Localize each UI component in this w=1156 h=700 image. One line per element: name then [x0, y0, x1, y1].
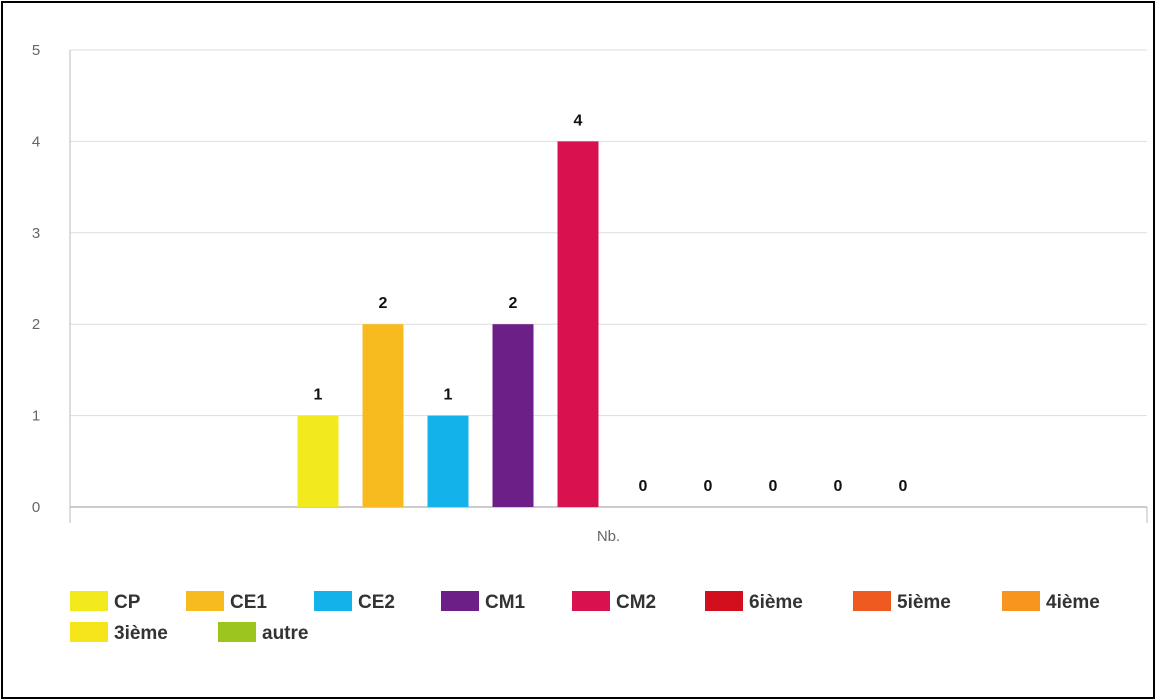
data-label-CP: 1: [314, 387, 323, 404]
legend-swatch-6ième: [705, 591, 743, 611]
legend-label-4ième: 4ième: [1046, 592, 1100, 613]
data-label-autre: 0: [899, 478, 908, 495]
legend-label-CP: CP: [114, 592, 141, 613]
data-label-6ième: 0: [639, 478, 648, 495]
y-tick-label: 0: [32, 499, 40, 516]
legend-label-autre: autre: [262, 623, 308, 644]
legend-label-6ième: 6ième: [749, 592, 803, 613]
data-label-CM1: 2: [509, 295, 518, 312]
legend-swatch-CE1: [186, 591, 224, 611]
legend-swatch-CM2: [572, 591, 610, 611]
data-label-4ième: 0: [769, 478, 778, 495]
y-tick-label: 3: [32, 225, 40, 242]
legend: CP CE1 CE2 CM1 CM2 6ième 5ième 4ième 3ième autre: [70, 591, 1100, 644]
legend-label-CM1: CM1: [485, 592, 526, 613]
bar-CE1: [362, 324, 404, 507]
legend-label-CM2: CM2: [616, 592, 656, 613]
bar-CM1: [492, 324, 534, 507]
y-tick-labels: 0 1 2 3 4 5: [32, 42, 40, 516]
x-category-label: Nb.: [597, 528, 620, 545]
legend-swatch-CE2: [314, 591, 352, 611]
bar-CE2: [427, 415, 469, 507]
gridlines: [70, 49, 1147, 508]
legend-swatch-5ième: [853, 591, 891, 611]
y-tick-label: 1: [32, 408, 40, 425]
legend-swatch-4ième: [1002, 591, 1040, 611]
bar-CM2: [557, 141, 599, 507]
data-label-5ième: 0: [704, 478, 713, 495]
legend-label-CE1: CE1: [230, 592, 267, 613]
data-label-CM2: 4: [574, 112, 583, 129]
legend-swatch-CP: [70, 591, 108, 611]
y-tick-label: 2: [32, 316, 40, 333]
legend-label-5ième: 5ième: [897, 592, 951, 613]
legend-label-CE2: CE2: [358, 592, 395, 613]
data-labels: 1 2 1 2 4 0 0 0 0 0: [314, 112, 908, 495]
x-axis: Nb.: [69, 50, 1148, 545]
bar-CP: [297, 415, 339, 507]
data-label-3ième: 0: [834, 478, 843, 495]
bars: [297, 141, 599, 507]
data-label-CE2: 1: [444, 387, 453, 404]
data-label-CE1: 2: [379, 295, 388, 312]
y-tick-label: 4: [32, 133, 40, 150]
legend-label-3ième: 3ième: [114, 623, 168, 644]
legend-swatch-autre: [218, 622, 256, 642]
legend-swatch-CM1: [441, 591, 479, 611]
legend-swatch-3ième: [70, 622, 108, 642]
y-tick-label: 5: [32, 42, 40, 59]
